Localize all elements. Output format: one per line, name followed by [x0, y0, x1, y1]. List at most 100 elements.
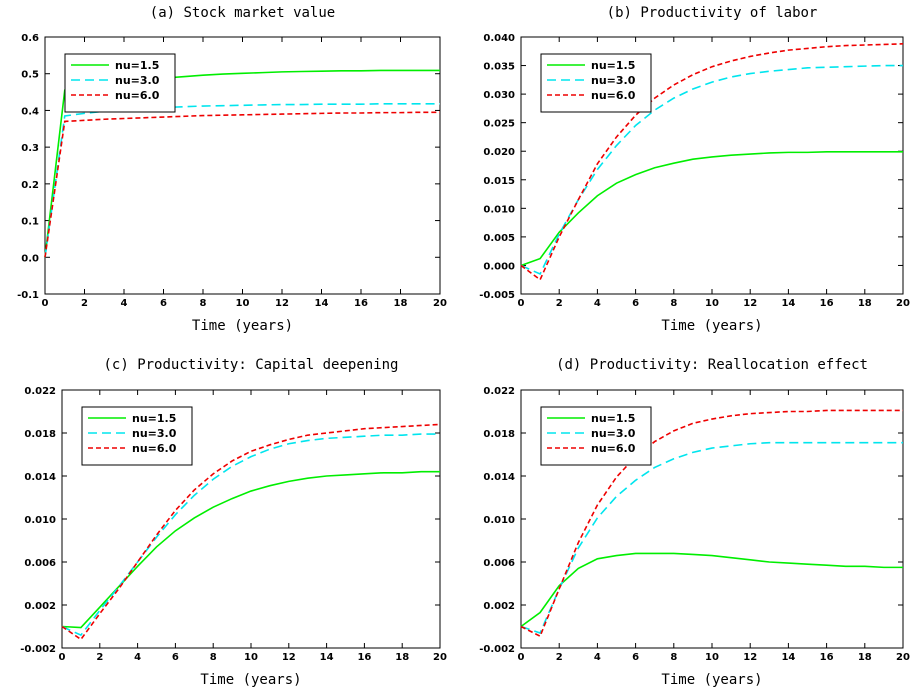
y-tick-label: 0.010 — [483, 204, 515, 215]
x-tick-label: 20 — [896, 652, 910, 663]
x-tick-label: 8 — [670, 652, 677, 663]
y-tick-label: 0.006 — [483, 558, 515, 569]
x-tick-label: 16 — [820, 652, 834, 663]
x-tick-label: 6 — [632, 298, 639, 309]
series-line-nu-3-0 — [520, 64, 903, 276]
y-tick-label: 0.035 — [483, 62, 515, 73]
series-line-nu-6-0 — [520, 43, 904, 281]
x-tick-label: 2 — [556, 298, 563, 309]
x-axis-label: Time (years) — [200, 672, 301, 688]
x-axis-label: Time (years) — [192, 318, 293, 334]
x-tick-label: 4 — [594, 298, 601, 309]
legend-label: nu=6.0 — [591, 442, 636, 455]
y-tick-label: 0.002 — [24, 601, 56, 612]
x-tick-label: 2 — [96, 652, 103, 663]
x-tick-label: 20 — [433, 652, 447, 663]
legend-label: nu=3.0 — [591, 427, 636, 440]
legend: nu=1.5 nu=3.0 nu=6.0 — [81, 406, 193, 466]
panel-title: (d) Productivity: Reallocation effect — [556, 357, 868, 373]
x-tick-label: 0 — [518, 652, 525, 663]
series-line-nu-6-0 — [520, 409, 903, 638]
legend-label: nu=1.5 — [591, 59, 635, 72]
x-tick-label: 10 — [705, 652, 719, 663]
series-line-nu-1-5 — [520, 150, 903, 267]
y-tick-label: 0.022 — [24, 386, 56, 397]
x-tick-label: 18 — [858, 652, 872, 663]
y-tick-label: 0.010 — [483, 515, 515, 526]
y-tick-label: 0.014 — [24, 472, 56, 483]
y-tick-label: 0.002 — [483, 601, 515, 612]
panel-a: (a) Stock market value Time (years) 0 2 4 6 8 1… — [17, 5, 447, 334]
x-tick-label: 6 — [632, 652, 639, 663]
legend-box — [540, 406, 652, 466]
y-tick-label: 0.015 — [483, 176, 515, 187]
y-tick-label: 0.025 — [483, 119, 515, 130]
y-tick-label: 0.022 — [483, 386, 515, 397]
legend-label: nu=3.0 — [591, 74, 636, 87]
x-tick-label: 14 — [320, 652, 334, 663]
y-tick-label: -0.005 — [479, 290, 515, 301]
x-tick-label: 4 — [594, 652, 601, 663]
x-tick-label: 20 — [896, 298, 910, 309]
y-tick-label: 0.014 — [483, 472, 515, 483]
legend-box — [64, 53, 176, 113]
x-tick-label: 4 — [134, 652, 141, 663]
x-tick-label: 8 — [200, 298, 207, 309]
panel-d: (d) Productivity: Reallocation effect Tim… — [479, 357, 910, 688]
x-tick-label: 14 — [781, 298, 795, 309]
x-tick-label: 12 — [743, 298, 757, 309]
y-tick-label: 0.1 — [21, 217, 39, 228]
x-tick-label: 6 — [160, 298, 167, 309]
x-tick-label: 10 — [705, 298, 719, 309]
y-tick-label: 0.2 — [21, 180, 39, 191]
x-tick-label: 0 — [518, 298, 525, 309]
legend-label: nu=6.0 — [115, 89, 160, 102]
x-tick-label: 18 — [858, 298, 872, 309]
legend-box — [81, 406, 193, 466]
y-tick-label: 0.4 — [21, 106, 39, 117]
panel-title: (b) Productivity of labor — [607, 5, 818, 21]
y-tick-label: 0.005 — [483, 233, 515, 244]
legend: nu=1.5 nu=3.0 nu=6.0 — [540, 406, 652, 466]
x-tick-label: 16 — [820, 298, 834, 309]
y-tick-label: 0.000 — [483, 261, 515, 272]
series-line-nu-1-5 — [520, 552, 903, 628]
x-tick-label: 14 — [781, 652, 795, 663]
x-axis-label: Time (years) — [661, 318, 762, 334]
series-line-nu-1-5 — [61, 470, 440, 629]
series-line-nu-3-0 — [44, 103, 440, 258]
legend-label: nu=6.0 — [591, 89, 636, 102]
x-tick-label: 2 — [81, 298, 88, 309]
x-tick-label: 16 — [357, 652, 371, 663]
series-line-nu-6-0 — [61, 423, 441, 641]
x-tick-label: 8 — [210, 652, 217, 663]
panel-title: (c) Productivity: Capital deepening — [103, 357, 398, 373]
legend-label: nu=1.5 — [591, 412, 635, 425]
x-axis-label: Time (years) — [661, 672, 762, 688]
legend-label: nu=1.5 — [115, 59, 159, 72]
x-tick-label: 10 — [236, 298, 250, 309]
legend-label: nu=3.0 — [115, 74, 160, 87]
legend-box — [540, 53, 652, 113]
x-tick-label: 18 — [395, 652, 409, 663]
y-tick-label: 0.010 — [24, 515, 56, 526]
x-tick-label: 16 — [354, 298, 368, 309]
y-tick-label: -0.002 — [479, 644, 515, 655]
x-tick-label: 20 — [433, 298, 447, 309]
x-tick-label: 12 — [275, 298, 289, 309]
series-line-nu-3-0 — [61, 433, 440, 637]
y-tick-label: 0.5 — [21, 70, 39, 81]
y-tick-label: 0.018 — [24, 429, 56, 440]
y-tick-label: 0.040 — [483, 33, 515, 44]
x-tick-label: 10 — [244, 652, 258, 663]
x-tick-label: 14 — [315, 298, 329, 309]
legend-label: nu=6.0 — [132, 442, 177, 455]
x-tick-label: 8 — [670, 298, 677, 309]
series-line-nu-6-0 — [44, 111, 440, 258]
panel-c: (c) Productivity: Capital deepening Time … — [20, 357, 447, 688]
x-tick-label: 0 — [42, 298, 49, 309]
panel-title: (a) Stock market value — [150, 5, 335, 21]
y-tick-label: -0.002 — [20, 644, 56, 655]
x-tick-label: 18 — [394, 298, 408, 309]
